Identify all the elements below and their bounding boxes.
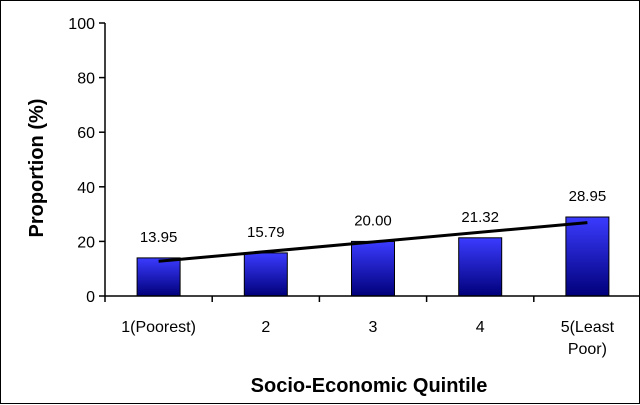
bar-3 (351, 240, 395, 297)
data-label-4: 21.32 (461, 209, 499, 226)
y-tick-label-5: 100 (68, 16, 95, 33)
bar-2 (243, 252, 288, 297)
x-tick-label-2: 2 (261, 319, 270, 336)
bar-5 (565, 216, 610, 297)
x-axis-title: Socio-Economic Quintile (251, 375, 488, 397)
y-tick-label-1: 20 (77, 234, 95, 251)
bars-layer (136, 216, 610, 297)
data-label-2: 15.79 (247, 224, 285, 241)
trendline (158, 221, 588, 263)
x-tick-label-3: 3 (369, 319, 378, 336)
data-label-1: 13.95 (140, 229, 178, 246)
data-label-3: 20.00 (354, 212, 392, 229)
y-axis-title: Proportion (%) (26, 99, 48, 238)
x-tick-label-4: 4 (476, 319, 485, 336)
x-tick-label-1: 1(Poorest) (121, 319, 196, 336)
axes-layer (99, 22, 640, 302)
x-tick-label-5: 5(Least Poor) (561, 319, 615, 358)
labels-layer: 13.95 15.79 20.00 21.32 28.95 0 20 40 60 80 100 1(P… (68, 16, 614, 358)
y-tick-label-2: 40 (77, 180, 95, 197)
y-tick-label-4: 80 (77, 71, 95, 88)
y-tick-label-0: 0 (86, 289, 95, 306)
data-label-5: 28.95 (569, 188, 607, 205)
bar-4 (458, 237, 503, 297)
bar-1 (136, 257, 181, 297)
y-tick-label-3: 60 (77, 125, 95, 142)
